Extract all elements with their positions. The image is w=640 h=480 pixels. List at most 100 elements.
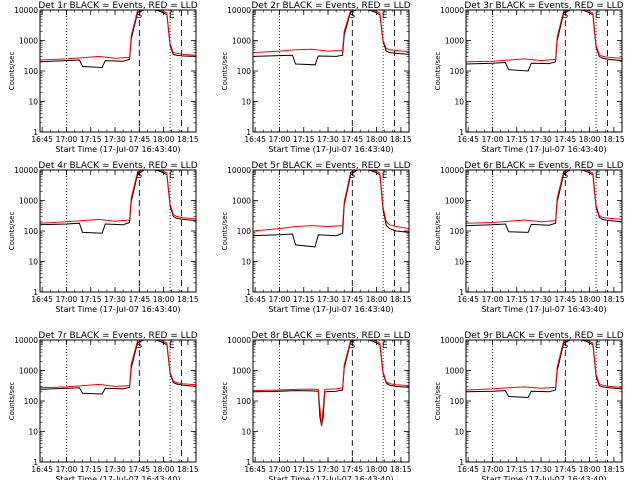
start-marker: S — [562, 171, 568, 181]
y-tick-label: 10 — [28, 428, 38, 437]
plot-frame — [465, 169, 623, 293]
chart-title: Det 7r BLACK = Events, RED = LLD — [38, 331, 197, 341]
y-tick-label: 1000 — [445, 37, 464, 46]
start-marker: S — [349, 341, 355, 351]
series-line-events — [252, 339, 410, 427]
x-tick-label: 18:15 — [390, 295, 412, 304]
x-tick-label: 17:15 — [293, 135, 315, 144]
x-tick-label: 18:00 — [366, 465, 388, 474]
x-tick-label: 17:15 — [293, 295, 315, 304]
chart-title: Det 8r BLACK = Events, RED = LLD — [251, 331, 410, 341]
y-tick-label: 100 — [237, 227, 252, 236]
start-marker: S — [349, 11, 355, 21]
x-tick-label: 17:45 — [555, 465, 577, 474]
x-tick-label: 18:15 — [177, 135, 199, 144]
end-marker: E — [169, 341, 175, 351]
start-marker: S — [562, 341, 568, 351]
y-tick-label: 10000 — [14, 166, 38, 175]
x-tick-label: 17:00 — [482, 295, 504, 304]
end-marker: E — [169, 11, 175, 21]
x-axis-label: Start Time (17-Jul-07 16:43:40) — [481, 145, 606, 154]
y-tick-label: 100 — [237, 67, 252, 76]
x-tick-label: 17:45 — [129, 295, 151, 304]
y-axis-label: Counts/sec — [8, 212, 16, 251]
x-tick-label: 18:15 — [603, 465, 625, 474]
x-tick-label: 17:15 — [506, 465, 528, 474]
chart-title: Det 3r BLACK = Events, RED = LLD — [464, 1, 623, 11]
x-tick-label: 17:15 — [80, 295, 102, 304]
series-line-events — [252, 9, 410, 66]
chart-panel-4: Det 4r BLACK = Events, RED = LLD Counts/s… — [8, 161, 199, 314]
x-tick-label: 17:45 — [555, 135, 577, 144]
chart-panel-9: Det 9r BLACK = Events, RED = LLD Counts/s… — [434, 331, 625, 480]
x-tick-label: 18:15 — [603, 295, 625, 304]
y-tick-label: 100 — [450, 397, 465, 406]
x-tick-label: 17:30 — [104, 295, 126, 304]
end-marker: E — [169, 171, 175, 181]
x-tick-label: 17:00 — [56, 465, 78, 474]
x-tick-label: 17:00 — [269, 295, 291, 304]
x-tick-label: 18:00 — [366, 135, 388, 144]
y-tick-label: 1000 — [19, 367, 38, 376]
x-tick-label: 18:00 — [153, 295, 175, 304]
y-tick-label: 100 — [237, 397, 252, 406]
series-line-events — [465, 339, 623, 399]
y-tick-label: 1 — [246, 128, 251, 137]
y-tick-label: 10000 — [440, 336, 464, 345]
start-marker: S — [136, 171, 142, 181]
y-tick-label: 10000 — [14, 6, 38, 15]
y-axis-label: Counts/sec — [221, 382, 229, 421]
y-tick-label: 10000 — [227, 6, 251, 15]
x-tick-label: 17:45 — [342, 135, 364, 144]
x-tick-label: 18:15 — [390, 465, 412, 474]
x-tick-label: 17:45 — [342, 295, 364, 304]
x-tick-label: 17:30 — [530, 465, 552, 474]
y-tick-label: 1000 — [232, 367, 251, 376]
chart-title: Det 1r BLACK = Events, RED = LLD — [38, 1, 197, 11]
y-tick-label: 10 — [241, 98, 251, 107]
y-axis-label: Counts/sec — [8, 382, 16, 421]
chart-title: Det 9r BLACK = Events, RED = LLD — [464, 331, 623, 341]
y-tick-label: 100 — [24, 227, 39, 236]
chart-title: Det 5r BLACK = Events, RED = LLD — [251, 161, 410, 171]
y-axis-label: Counts/sec — [8, 52, 16, 91]
x-tick-label: 17:30 — [317, 135, 339, 144]
x-tick-label: 17:30 — [104, 135, 126, 144]
x-tick-label: 17:15 — [506, 135, 528, 144]
x-axis-label: Start Time (17-Jul-07 16:43:40) — [268, 475, 393, 480]
chart-panel-7: Det 7r BLACK = Events, RED = LLD Counts/s… — [8, 331, 199, 480]
y-axis-label: Counts/sec — [221, 212, 229, 251]
x-tick-label: 17:00 — [269, 135, 291, 144]
x-tick-label: 17:00 — [56, 135, 78, 144]
end-marker: E — [382, 341, 388, 351]
end-marker: E — [595, 341, 601, 351]
plot-frame — [39, 169, 197, 293]
start-marker: S — [136, 341, 142, 351]
plot-frame — [39, 9, 197, 133]
end-marker: E — [595, 171, 601, 181]
x-tick-label: 18:15 — [177, 465, 199, 474]
x-tick-label: 18:00 — [579, 135, 601, 144]
x-tick-label: 16:45 — [457, 465, 479, 474]
chart-panel-3: Det 3r BLACK = Events, RED = LLD Counts/s… — [434, 1, 625, 154]
y-tick-label: 10 — [241, 428, 251, 437]
chart-title: Det 2r BLACK = Events, RED = LLD — [251, 1, 410, 11]
plot-frame — [465, 339, 623, 463]
x-tick-label: 16:45 — [244, 295, 266, 304]
chart-panel-1: Det 1r BLACK = Events, RED = LLD Counts/s… — [8, 1, 199, 154]
y-tick-label: 1 — [246, 458, 251, 467]
y-tick-label: 1 — [33, 288, 38, 297]
x-tick-label: 16:45 — [31, 295, 53, 304]
x-tick-label: 18:00 — [579, 465, 601, 474]
x-tick-label: 17:30 — [317, 465, 339, 474]
x-tick-label: 18:00 — [153, 465, 175, 474]
x-axis-label: Start Time (17-Jul-07 16:43:40) — [55, 145, 180, 154]
y-axis-label: Counts/sec — [434, 52, 442, 91]
y-tick-label: 100 — [450, 227, 465, 236]
series-line-events — [465, 9, 623, 72]
y-tick-label: 10000 — [440, 6, 464, 15]
series-line-events — [39, 9, 197, 69]
x-tick-label: 17:00 — [269, 465, 291, 474]
x-tick-label: 17:45 — [342, 465, 364, 474]
